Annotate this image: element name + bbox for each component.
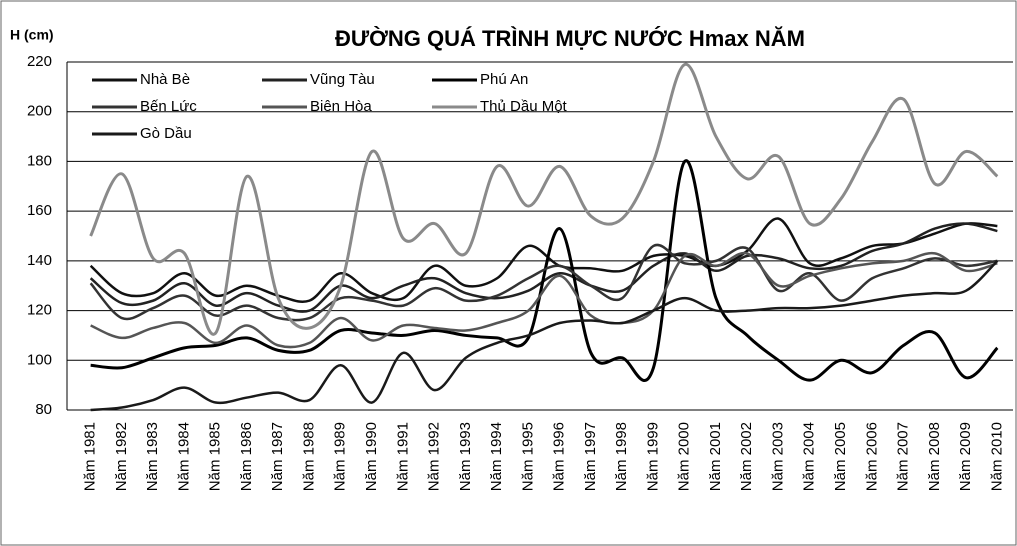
x-tick-label: Năm 2003: [769, 422, 786, 491]
y-tick-label: 140: [27, 252, 52, 269]
x-tick-label: Năm 1999: [644, 422, 661, 491]
x-tick-label: Năm 1991: [394, 422, 411, 491]
x-tick-label: Năm 1982: [113, 422, 130, 491]
x-tick-label: Năm 1992: [426, 422, 443, 491]
legend-label: Bến Lức: [140, 98, 197, 115]
x-tick-label: Năm 1987: [269, 422, 286, 491]
x-tick-label: Năm 1984: [175, 422, 192, 491]
x-tick-label: Năm 1986: [238, 422, 255, 491]
legend-label: Thủ Dầu Một: [480, 98, 568, 115]
x-tick-label: Năm 2000: [676, 422, 693, 491]
y-tick-label: 220: [27, 53, 52, 70]
x-tick-label: Năm 2006: [863, 422, 880, 491]
series-line: [89, 217, 998, 304]
x-tick-label: Năm 1996: [551, 422, 568, 491]
series-line: [89, 243, 998, 322]
x-tick-label: Năm 2010: [988, 422, 1005, 491]
series-line: [90, 159, 999, 382]
x-tick-label: Năm 2008: [926, 422, 943, 491]
x-tick-label: Năm 1985: [207, 422, 224, 491]
legend-label: Biên Hòa: [310, 98, 372, 115]
x-tick-label: Năm 1993: [457, 422, 474, 491]
x-tick-label: Năm 1981: [82, 422, 99, 491]
x-tick-label: Năm 1998: [613, 422, 630, 491]
x-tick-label: Năm 2004: [801, 422, 818, 491]
y-tick-label: 160: [27, 202, 52, 219]
y-tick-label: 80: [35, 401, 52, 418]
legend-label: Vũng Tàu: [310, 71, 375, 88]
legend-label: Nhà Bè: [140, 71, 190, 88]
series-line: [90, 251, 998, 349]
series-line: [90, 259, 999, 412]
x-tick-label: Năm 2007: [895, 422, 912, 491]
y-tick-label: 100: [27, 351, 52, 368]
x-tick-label: Năm 2001: [707, 422, 724, 491]
x-tick-label: Năm 1990: [363, 422, 380, 491]
x-tick-label: Năm 1995: [519, 422, 536, 491]
series-line: [89, 62, 999, 336]
chart-title: ĐƯỜNG QUÁ TRÌNH MỰC NƯỚC Hmax NĂM: [335, 26, 805, 51]
x-tick-label: Năm 1988: [300, 422, 317, 491]
y-tick-label: 200: [27, 103, 52, 120]
x-tick-label: Năm 1997: [582, 422, 599, 491]
legend-label: Gò Dầu: [140, 125, 192, 142]
x-tick-label: Năm 1994: [488, 422, 505, 491]
y-tick-label: 180: [27, 152, 52, 169]
y-tick-label: 120: [27, 302, 52, 319]
x-tick-label: Năm 1989: [332, 422, 349, 491]
y-axis-label: H (cm): [10, 27, 54, 43]
x-tick-label: Năm 2005: [832, 422, 849, 491]
x-tick-label: Năm 1983: [144, 422, 161, 491]
legend-label: Phú An: [480, 71, 528, 88]
x-tick-label: Năm 2009: [957, 422, 974, 491]
x-tick-label: Năm 2002: [738, 422, 755, 491]
